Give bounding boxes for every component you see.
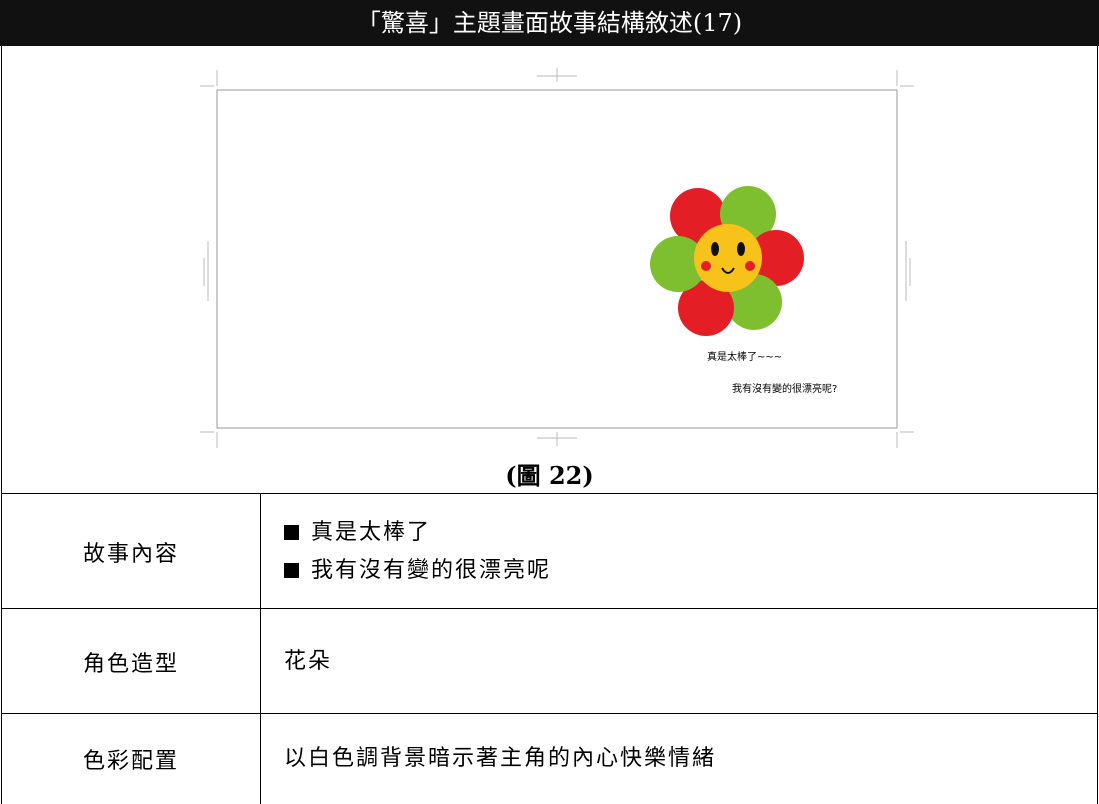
row-label: 故事內容 [2, 494, 261, 609]
flower [650, 186, 804, 336]
bullet [284, 563, 299, 578]
figure-text: 我有沒有變的很漂亮呢? [732, 382, 837, 395]
header-title: 「驚喜」主題畫面故事結構敘述(17) [0, 0, 1099, 46]
item-text: 真是太棒了 [311, 519, 432, 545]
row-label: 色彩配置 [2, 714, 261, 804]
table-row: 角色造型 花朵 [1, 608, 1098, 714]
list-item: 花朵 [284, 643, 332, 681]
row-content: 以白色調背景暗示著主角的內心快樂情緒 [284, 714, 716, 804]
row-content: 花朵 [284, 609, 332, 714]
figure-text: 真是太棒了~~~ [707, 350, 782, 363]
figure: 真是太棒了~~~ 我有沒有變的很漂亮呢? (圖 22) [1, 46, 1098, 493]
list-item: 以白色調背景暗示著主角的內心快樂情緒 [284, 740, 716, 778]
table-row: 故事內容 真是太棒了 我有沒有變的很漂亮呢 [1, 493, 1098, 609]
illustration: 真是太棒了~~~ 我有沒有變的很漂亮呢? [200, 68, 914, 448]
row-content: 真是太棒了我有沒有變的很漂亮呢 [284, 494, 551, 609]
figure-caption: (圖 22) [505, 461, 594, 490]
item-text: 我有沒有變的很漂亮呢 [311, 557, 552, 583]
item-text: 以白色調背景暗示著主角的內心快樂情緒 [284, 746, 717, 771]
row-label: 角色造型 [2, 609, 261, 714]
list-item: 真是太棒了 [284, 514, 551, 552]
list-item: 我有沒有變的很漂亮呢 [284, 552, 551, 590]
table-row: 色彩配置 以白色調背景暗示著主角的內心快樂情緒 [1, 713, 1098, 804]
bullet [284, 525, 299, 540]
item-text: 花朵 [284, 648, 333, 674]
